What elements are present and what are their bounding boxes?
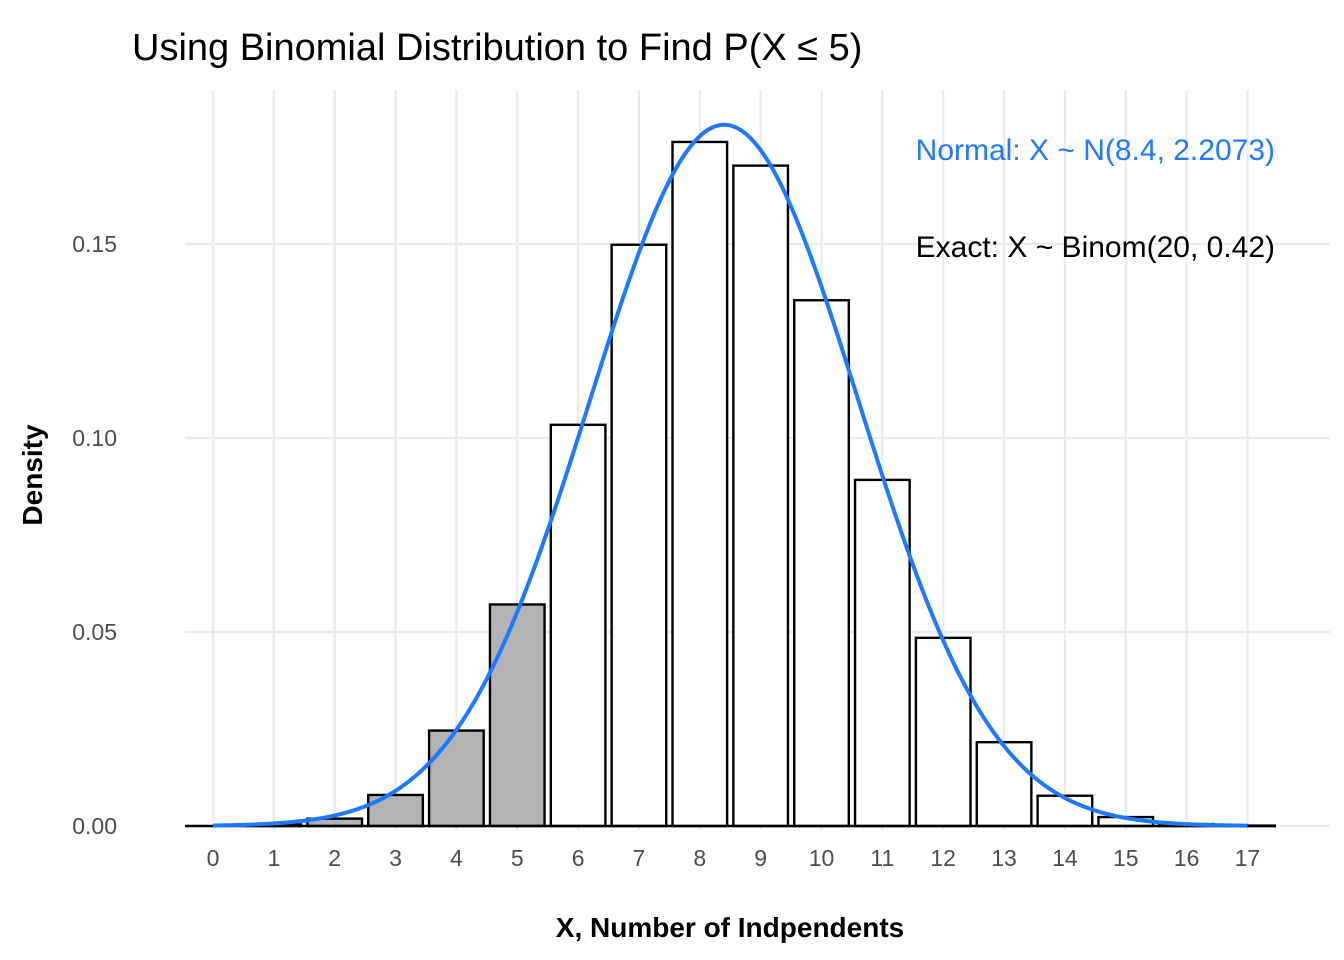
x-tick-label: 4 xyxy=(450,845,463,871)
bar xyxy=(671,140,729,828)
normal-curve xyxy=(212,122,1248,828)
x-tick-label: 17 xyxy=(1235,845,1261,871)
x-axis-title: X, Number of Indpendents xyxy=(556,912,904,943)
bar xyxy=(975,740,1033,828)
x-tick-label: 2 xyxy=(328,845,341,871)
chart-title: Using Binomial Distribution to Find P(X … xyxy=(132,27,862,69)
x-tick-label: 3 xyxy=(389,845,402,871)
x-tick-label: 7 xyxy=(633,845,646,871)
x-tick-label: 11 xyxy=(870,845,894,871)
bar xyxy=(1036,794,1094,828)
bar xyxy=(610,243,668,828)
y-tick-labels: 0.00 0.05 0.10 0.15 xyxy=(72,231,117,839)
x-tick-label: 10 xyxy=(809,845,835,871)
y-axis-title: Density xyxy=(17,424,48,526)
x-tick-label: 13 xyxy=(991,845,1017,871)
x-tick-labels: 0 1 2 3 4 5 6 7 8 9 10 11 12 13 14 15 16 17 xyxy=(207,845,1261,871)
bar xyxy=(914,636,972,828)
x-tick-label: 0 xyxy=(207,845,220,871)
x-tick-label: 1 xyxy=(267,845,280,871)
bar xyxy=(732,164,790,828)
y-tick-label: 0.05 xyxy=(72,619,117,645)
bar xyxy=(488,603,546,828)
bar xyxy=(793,299,851,828)
y-tick-label: 0.00 xyxy=(72,813,117,839)
x-tick-label: 9 xyxy=(754,845,767,871)
x-tick-label: 8 xyxy=(693,845,706,871)
x-tick-label: 12 xyxy=(930,845,956,871)
bar xyxy=(427,729,485,828)
bar xyxy=(549,423,607,828)
x-tick-label: 6 xyxy=(572,845,585,871)
binom-annotation: Exact: X ~ Binom(20, 0.42) xyxy=(916,231,1275,264)
normal-annotation: Normal: X ~ N(8.4, 2.2073) xyxy=(916,134,1275,167)
y-tick-label: 0.15 xyxy=(72,231,117,257)
x-tick-label: 16 xyxy=(1174,845,1200,871)
y-tick-label: 0.10 xyxy=(72,425,117,451)
x-tick-label: 15 xyxy=(1113,845,1139,871)
x-tick-label: 14 xyxy=(1052,845,1078,871)
x-tick-label: 5 xyxy=(511,845,524,871)
